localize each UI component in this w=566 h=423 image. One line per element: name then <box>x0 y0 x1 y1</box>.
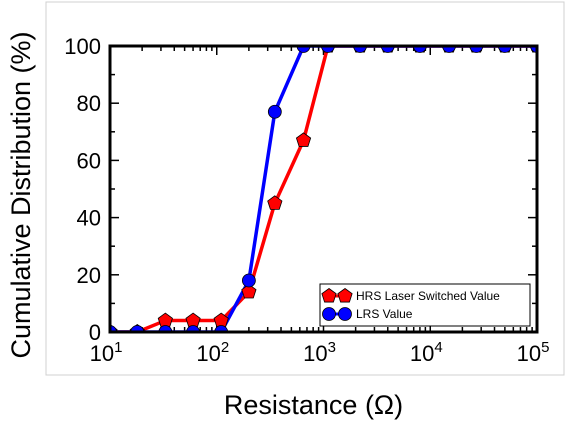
x-tick-exponent: 3 <box>328 339 336 356</box>
legend-marker-0-b <box>337 288 353 303</box>
series-1-point-7 <box>296 46 311 53</box>
series-0-point-6 <box>267 195 283 210</box>
y-tick-label-60: 60 <box>77 148 101 173</box>
legend: HRS Laser Switched Value LRS Value <box>319 283 531 327</box>
series-1-point-1 <box>130 325 145 332</box>
x-tick-label-5: 105 <box>517 339 550 366</box>
series-0-point-5 <box>241 283 257 299</box>
series-1-point-6 <box>267 104 282 119</box>
series-0-point-2 <box>157 312 173 328</box>
series-1-point-2 <box>158 325 173 332</box>
x-tick-exponent: 1 <box>114 339 122 356</box>
y-tick-label-20: 20 <box>77 263 101 288</box>
series-1-point-15 <box>530 46 537 53</box>
legend-label-1: LRS Value <box>356 307 413 321</box>
series-1-point-14 <box>497 46 512 53</box>
plot-frame <box>108 44 539 334</box>
series-1-point-12 <box>442 46 456 53</box>
series-line-0 <box>110 46 537 332</box>
x-tick-label-2: 102 <box>196 339 229 366</box>
series-1-point-8 <box>321 46 335 53</box>
legend-marker-0-a <box>321 288 337 303</box>
series-1-point-11 <box>413 46 427 53</box>
legend-box <box>319 283 531 327</box>
x-axis-title: Resistance (Ω) <box>224 390 403 420</box>
series-1-point-4 <box>214 325 229 332</box>
x-tick-label-1: 101 <box>90 339 123 366</box>
chart-outer-frame <box>45 1 565 376</box>
series-0-point-7 <box>295 132 312 147</box>
x-tick-exponent: 2 <box>221 339 229 356</box>
series-1-point-5 <box>241 273 256 288</box>
series-1-point-9 <box>353 46 367 53</box>
x-tick-exponent: 5 <box>541 339 549 356</box>
series-0-point-3 <box>185 312 201 328</box>
series-1-point-13 <box>469 46 484 53</box>
legend-marker-1-b <box>338 307 352 321</box>
y-tick-label-80: 80 <box>77 91 101 116</box>
x-tick-label-4: 104 <box>410 339 443 366</box>
y-tick-label-40: 40 <box>77 206 101 231</box>
x-tick-exponent: 4 <box>434 339 442 356</box>
legend-label-0: HRS Laser Switched Value <box>356 289 500 303</box>
series-1-point-10 <box>380 46 395 53</box>
x-tick-label-3: 103 <box>303 339 336 366</box>
y-tick-label-0: 0 <box>89 320 101 345</box>
legend-marker-1-a <box>322 307 336 321</box>
series-1-point-0 <box>110 325 117 332</box>
y-axis-title: Cumulative Distribution (%) <box>6 31 36 358</box>
plot-area <box>110 46 537 332</box>
series-1-point-3 <box>186 325 200 332</box>
y-tick-label-100: 100 <box>64 34 101 59</box>
